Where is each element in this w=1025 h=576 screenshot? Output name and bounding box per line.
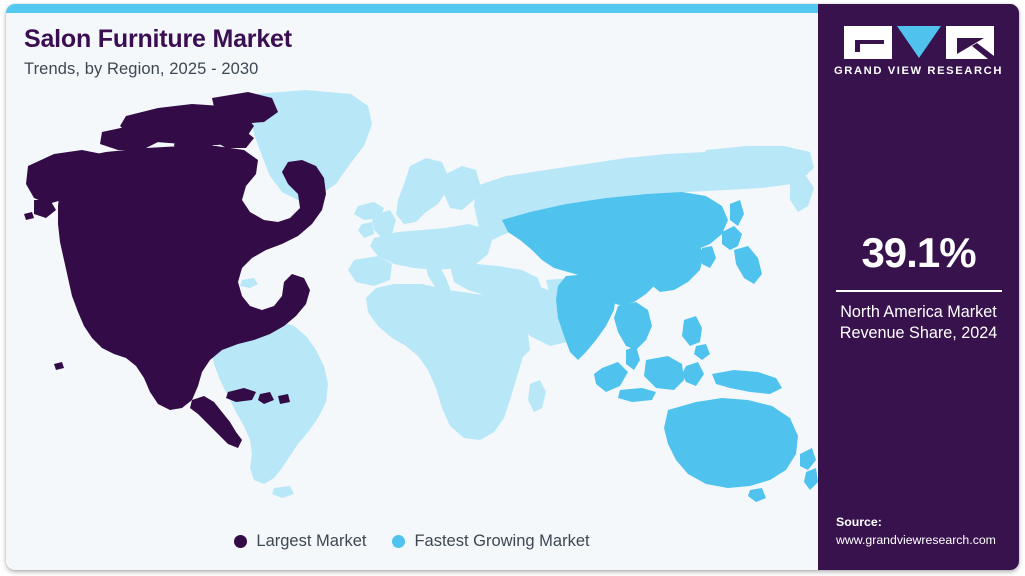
page-title: Salon Furniture Market <box>24 25 292 53</box>
legend-label-fastest-growing-market: Fastest Growing Market <box>414 532 590 550</box>
gvr-logo-icon <box>843 26 994 59</box>
legend-label-largest-market: Largest Market <box>256 532 367 550</box>
map-region-north-america <box>24 92 326 448</box>
stat-caption-line2: Revenue Share, 2024 <box>839 324 998 343</box>
stat-value: 39.1% <box>861 229 976 276</box>
stat-caption-line1: North America Market <box>840 303 997 321</box>
legend-dot-largest-market <box>234 535 248 548</box>
stat-divider <box>835 290 1002 292</box>
map-legend: Largest Market Fastest Growing Market <box>6 532 818 551</box>
source-label: Source: <box>836 515 882 530</box>
brand-wordmark: GRAND VIEW RESEARCH <box>833 65 1003 77</box>
map-panel: Salon Furniture Market Trends, by Region… <box>6 4 818 570</box>
stat-block: 39.1% North America Market Revenue Share… <box>818 232 1019 345</box>
legend-item-largest-market: Largest Market <box>234 532 366 551</box>
legend-dot-fastest-growing-market <box>392 535 406 548</box>
sidebar-panel: GRAND VIEW RESEARCH 39.1% North America … <box>818 4 1019 570</box>
source-url[interactable]: www.grandviewresearch.com <box>836 533 996 548</box>
world-map <box>6 88 818 508</box>
page-subtitle: Trends, by Region, 2025 - 2030 <box>24 59 259 78</box>
world-map-svg <box>6 88 818 508</box>
map-region-asia-pacific <box>502 192 818 502</box>
title-block: Salon Furniture Market Trends, by Region… <box>24 25 724 79</box>
source-block: Source: www.grandviewresearch.com <box>836 514 1016 550</box>
legend-item-fastest-growing-market: Fastest Growing Market <box>392 532 590 551</box>
brand-logo: GRAND VIEW RESEARCH <box>818 26 1019 77</box>
top-accent-bar <box>6 4 818 13</box>
infographic-card: Salon Furniture Market Trends, by Region… <box>6 4 1019 570</box>
